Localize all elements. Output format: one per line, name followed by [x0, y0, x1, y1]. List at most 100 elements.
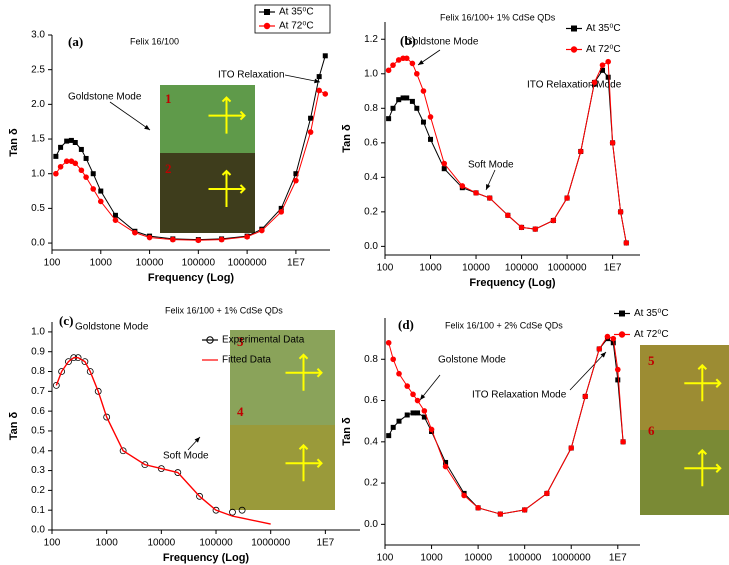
marker — [119, 447, 127, 455]
x-tick-label: 10000 — [464, 553, 492, 564]
marker — [505, 212, 511, 219]
marker — [605, 58, 611, 65]
marker — [396, 97, 402, 103]
x-tick-label: 100000 — [508, 553, 542, 564]
marker — [293, 171, 299, 177]
marker — [385, 67, 392, 74]
y-tick-label: 2.5 — [31, 64, 45, 75]
annotation: Soft Mode — [468, 160, 514, 171]
marker — [259, 227, 265, 234]
legend-label: At 72⁰C — [586, 44, 621, 55]
inset-number: 2 — [165, 161, 172, 176]
annotation-arrow — [109, 101, 151, 131]
marker — [596, 346, 603, 352]
annotation-arrow — [284, 74, 321, 83]
marker — [599, 62, 606, 68]
marker — [58, 144, 64, 150]
marker — [386, 116, 392, 122]
y-tick-label: 0.8 — [31, 366, 45, 377]
marker — [614, 366, 621, 373]
marker — [218, 236, 225, 243]
x-axis-label: Frequency (Log) — [469, 277, 556, 289]
marker — [582, 393, 589, 400]
arrow-head — [144, 124, 150, 130]
marker — [244, 234, 250, 240]
marker — [475, 505, 481, 511]
legend-label: At 35⁰C — [279, 7, 314, 18]
marker — [518, 224, 525, 231]
legend-label: At 72⁰C — [634, 329, 669, 340]
marker — [605, 74, 611, 80]
marker — [420, 119, 426, 125]
x-tick-label: 1000000 — [552, 553, 591, 564]
inset-image — [160, 85, 255, 153]
arrow-head — [486, 184, 491, 190]
x-tick-label: 100000 — [505, 263, 539, 274]
marker — [65, 358, 72, 366]
marker — [390, 62, 396, 68]
x-tick-label: 100 — [44, 258, 61, 269]
y-tick-label: 0.4 — [31, 445, 45, 456]
marker — [170, 236, 176, 243]
inset-image — [640, 345, 729, 430]
marker — [112, 217, 119, 223]
annotation: Golstone Mode — [438, 355, 506, 366]
y-tick-label: 0.5 — [31, 426, 45, 437]
marker — [428, 136, 434, 142]
legend-marker — [206, 336, 214, 344]
marker — [615, 377, 621, 383]
legend-label: At 72⁰C — [279, 21, 314, 32]
x-tick-label: 1000 — [419, 263, 442, 274]
x-tick-label: 10000 — [136, 258, 164, 269]
marker — [308, 115, 314, 121]
marker — [68, 137, 74, 143]
marker — [404, 412, 410, 418]
y-tick-label: 3.0 — [31, 30, 45, 41]
marker — [52, 381, 60, 389]
x-tick-label: 1000 — [96, 538, 119, 549]
marker — [83, 174, 89, 180]
marker — [623, 240, 630, 246]
polarizer-arrows — [684, 363, 722, 402]
marker — [599, 67, 605, 73]
marker — [390, 424, 396, 430]
marker — [53, 153, 59, 159]
marker — [157, 465, 165, 472]
marker — [78, 146, 84, 152]
y-tick-label: 0.9 — [31, 346, 45, 357]
marker — [53, 170, 59, 177]
annotation: Goldstone Mode — [75, 322, 149, 333]
inset-image — [230, 425, 335, 510]
marker — [212, 506, 220, 514]
x-tick-label: 10000 — [462, 263, 490, 274]
marker — [461, 492, 467, 499]
x-tick-label: 100000 — [182, 258, 216, 269]
polarizer-arrows — [285, 443, 323, 482]
x-tick-label: 100 — [377, 553, 394, 564]
y-tick-label: 0.6 — [364, 137, 378, 148]
marker — [568, 445, 575, 451]
marker — [72, 140, 78, 145]
marker — [386, 433, 392, 439]
marker — [414, 105, 420, 111]
arrow-head — [194, 437, 200, 443]
legend-marker — [570, 46, 578, 53]
y-tick-label: 0.6 — [31, 406, 45, 417]
marker — [63, 158, 70, 165]
marker — [473, 190, 479, 196]
y-tick-label: 2.0 — [31, 99, 45, 110]
y-tick-label: 0.4 — [364, 436, 378, 447]
marker — [64, 138, 70, 144]
marker — [414, 70, 420, 77]
marker — [421, 414, 427, 420]
arrow-head — [420, 394, 426, 400]
marker — [97, 198, 104, 205]
panel-label: (a) — [68, 34, 83, 49]
inset-image — [230, 330, 335, 425]
marker — [610, 335, 617, 342]
panel-label: (c) — [59, 313, 73, 328]
y-tick-label: 0.1 — [31, 505, 45, 516]
polarizer-arrows — [684, 448, 722, 487]
inset-number: 5 — [648, 353, 655, 368]
marker — [293, 177, 299, 184]
